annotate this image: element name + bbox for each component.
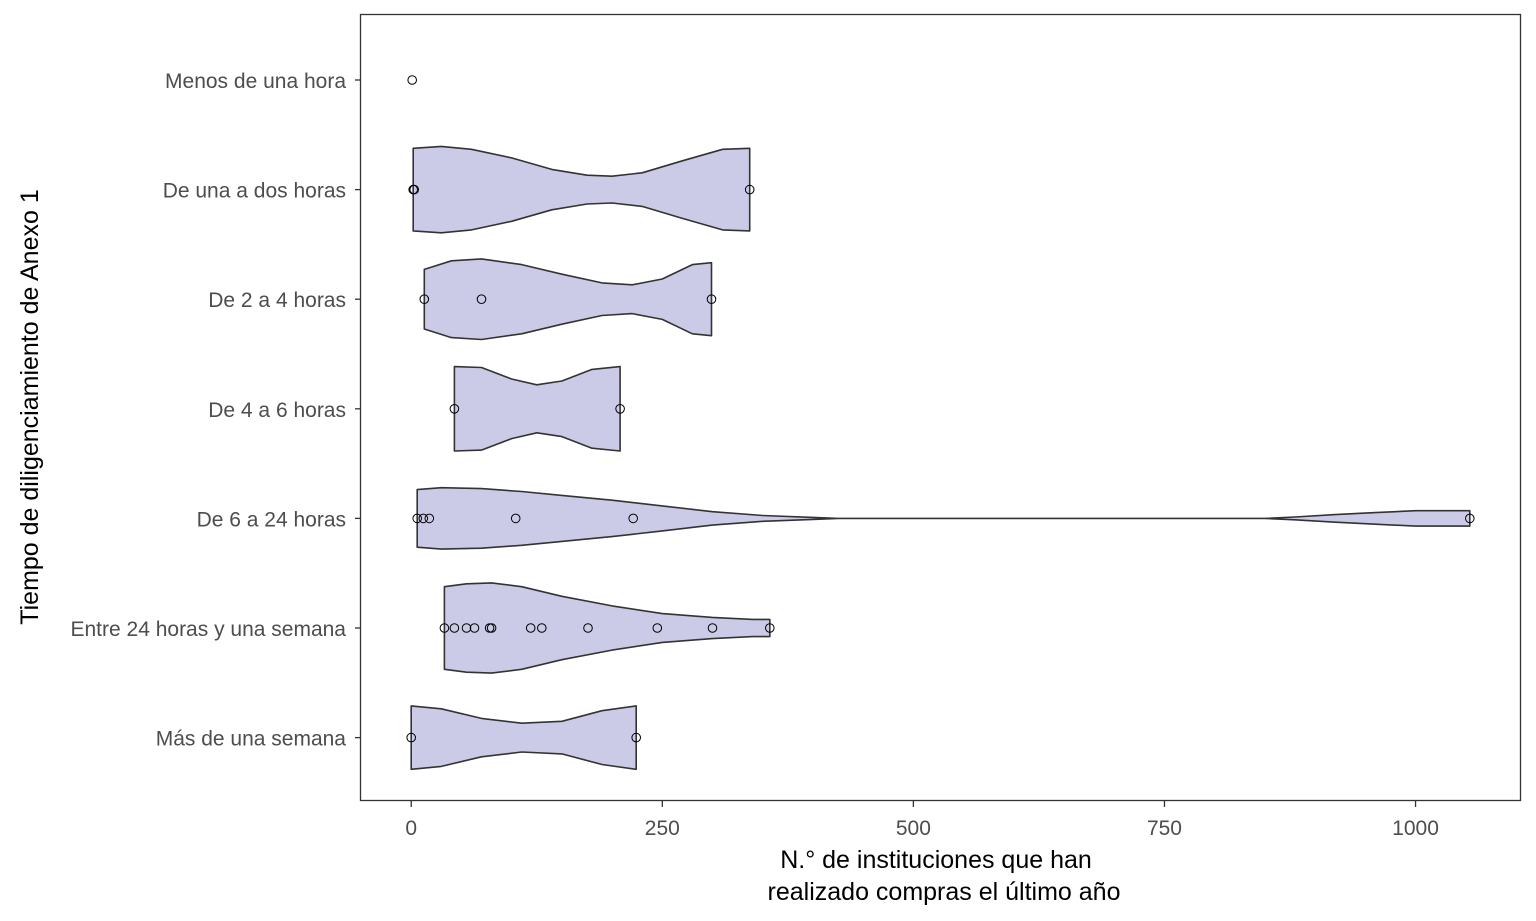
x-tick-label-500: 500 (896, 817, 931, 840)
point-de-6-a-24-horas-5 (1465, 513, 1475, 524)
point-de-una-a-dos-horas-1 (409, 184, 420, 195)
violin-de-2-a-4-horas (423, 258, 713, 341)
violin-de-6-a-24-horas (416, 486, 1471, 550)
point-entre-24-horas-y-una-semana-5 (486, 623, 497, 633)
y-tick-label-de-6-a-24-horas: De 6 a 24 horas (197, 508, 346, 531)
x-axis-title-line-1: N.° de instituciones que han (780, 846, 1092, 874)
violin-entre-24-horas-y-una-semana (443, 582, 771, 674)
violin-mas-de-una-semana (410, 705, 637, 771)
point-de-6-a-24-horas-0 (412, 513, 423, 524)
x-axis: 0 250 500 750 1000 (405, 801, 1439, 840)
y-axis: Menos de una hora De una a dos horas De 2 … (70, 70, 361, 751)
violin-de-4-a-6-horas (453, 365, 621, 452)
point-entre-24-horas-y-una-semana-8 (583, 623, 593, 633)
point-entre-24-horas-y-una-semana-1 (449, 623, 460, 633)
points-layer (406, 75, 1475, 743)
point-entre-24-horas-y-una-semana-2 (461, 623, 472, 633)
x-tick-label-750: 750 (1147, 817, 1182, 840)
point-entre-24-horas-y-una-semana-7 (537, 623, 547, 633)
point-entre-24-horas-y-una-semana-10 (707, 623, 718, 633)
y-tick-label-menos-de-una-hora: Menos de una hora (165, 70, 346, 93)
point-entre-24-horas-y-una-semana-11 (765, 623, 775, 633)
x-tick-label-1000: 1000 (1392, 817, 1439, 840)
point-menos-de-una-hora-0 (407, 75, 418, 85)
point-entre-24-horas-y-una-semana-0 (439, 623, 450, 633)
x-tick-label-0: 0 (405, 817, 417, 840)
y-tick-label-entre-24-horas-y-una-semana: Entre 24 horas y una semana (70, 618, 346, 641)
point-entre-24-horas-y-una-semana-6 (525, 623, 536, 633)
point-de-4-a-6-horas-1 (615, 404, 625, 414)
y-axis-title: Tiempo de diligenciamiento de Anexo 1 (16, 189, 44, 624)
violin-de-una-a-dos-horas (412, 145, 751, 234)
point-de-6-a-24-horas-1 (418, 513, 429, 524)
point-de-6-a-24-horas-2 (424, 513, 435, 524)
point-entre-24-horas-y-una-semana-9 (652, 623, 663, 633)
y-tick-label-de-2-a-4-horas: De 2 a 4 horas (208, 289, 346, 312)
point-de-2-a-4-horas-0 (419, 294, 430, 305)
point-de-4-a-6-horas-0 (449, 404, 460, 414)
point-de-6-a-24-horas-3 (510, 513, 521, 524)
point-mas-de-una-semana-0 (406, 732, 417, 743)
x-tick-label-250: 250 (645, 817, 680, 840)
point-de-una-a-dos-horas-2 (744, 184, 755, 195)
point-entre-24-horas-y-una-semana-3 (469, 623, 480, 633)
y-tick-label-de-una-a-dos-horas: De una a dos horas (163, 180, 346, 203)
point-de-6-a-24-horas-4 (628, 513, 639, 524)
x-axis-title-line-2: realizado compras el último año (768, 878, 1121, 906)
point-de-2-a-4-horas-2 (706, 294, 717, 305)
point-mas-de-una-semana-1 (631, 732, 642, 743)
y-tick-label-de-4-a-6-horas: De 4 a 6 horas (208, 399, 346, 422)
y-tick-label-mas-de-una-semana: Más de una semana (156, 728, 347, 751)
point-de-2-a-4-horas-1 (476, 294, 487, 305)
violins-layer (410, 145, 1471, 771)
